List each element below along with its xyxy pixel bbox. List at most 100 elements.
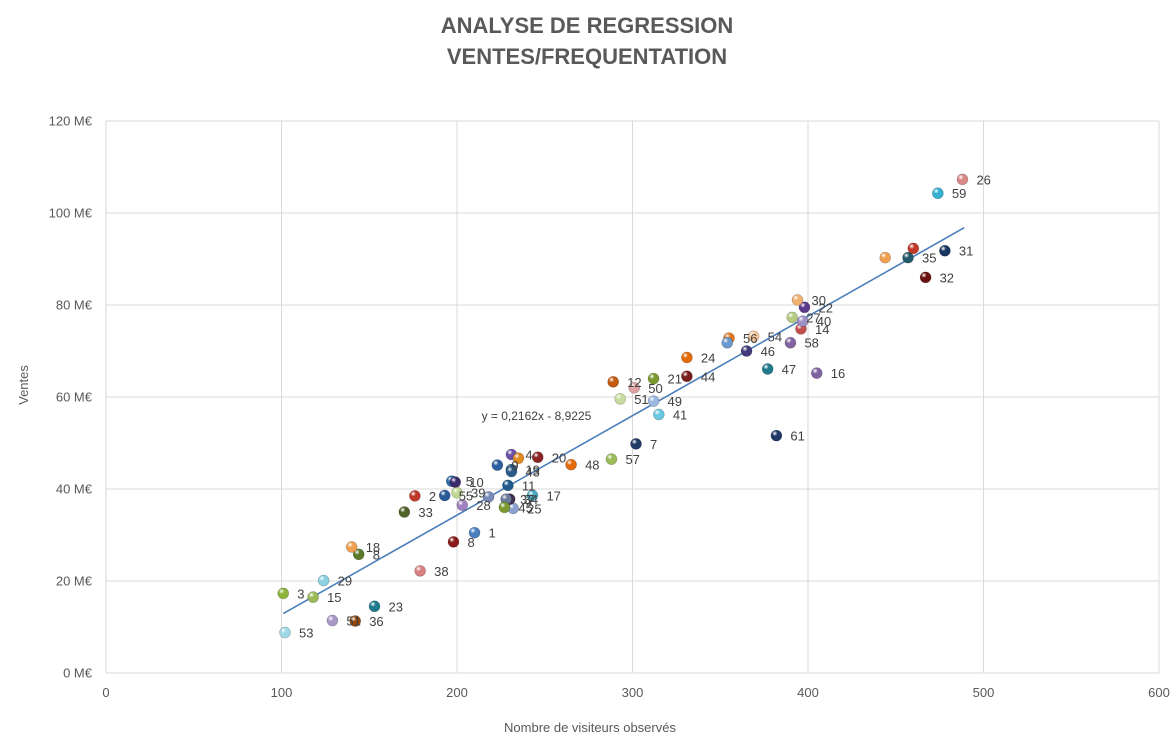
data-point [451, 486, 463, 499]
data-point [349, 615, 362, 627]
point-label: 26 [976, 172, 990, 187]
data-point [317, 574, 330, 587]
y-tick-label: 0 M€ [63, 666, 93, 681]
point-label: 28 [476, 498, 490, 513]
point-label: 48 [585, 458, 599, 473]
x-tick-label: 400 [797, 685, 819, 700]
trendline [282, 227, 965, 615]
data-point [326, 614, 339, 627]
data-point [919, 271, 932, 284]
point-label: 39 [471, 486, 485, 501]
point-label: 35 [922, 251, 936, 266]
data-point [345, 541, 358, 553]
data-point [628, 381, 641, 394]
point-label: 8 [373, 547, 380, 562]
x-axis-title: Nombre de visiteurs observés [504, 720, 676, 735]
data-point [721, 336, 734, 349]
data-point [879, 251, 892, 264]
point-label: 5 [466, 474, 473, 489]
point-label: 25 [527, 501, 541, 516]
data-point [438, 489, 451, 502]
x-tick-label: 600 [1148, 685, 1170, 700]
point-label: 20 [552, 450, 566, 465]
data-point [505, 465, 518, 478]
point-label: 10 [469, 475, 483, 490]
y-tick-label: 100 M€ [49, 206, 93, 221]
point-label: 38 [434, 564, 448, 579]
data-point [491, 459, 504, 471]
point-label: 12 [627, 375, 641, 390]
data-point [786, 311, 799, 324]
data-point [647, 372, 660, 385]
data-points [277, 173, 969, 639]
grid [105, 120, 1160, 674]
data-point [279, 626, 291, 639]
data-point [614, 393, 627, 405]
x-tick-label: 200 [446, 685, 468, 700]
data-point [398, 506, 411, 518]
point-label: 22 [818, 300, 832, 315]
point-label: 14 [815, 322, 829, 337]
x-tick-label: 300 [622, 685, 644, 700]
point-label: 15 [327, 590, 341, 605]
point-label: 56 [743, 331, 757, 346]
point-label: 53 [299, 626, 313, 641]
data-point [605, 453, 618, 465]
y-tick-label: 80 M€ [56, 298, 93, 313]
data-point [498, 501, 511, 514]
x-tick-label: 500 [973, 685, 995, 700]
data-point [414, 565, 426, 577]
point-label: 18 [366, 540, 380, 555]
y-tick-label: 60 M€ [56, 390, 93, 405]
data-point [502, 479, 514, 492]
data-point [456, 499, 469, 511]
point-label: 37 [520, 492, 534, 507]
point-label: 19 [525, 463, 539, 478]
point-label: 50 [648, 381, 662, 396]
point-label: 55 [459, 488, 473, 503]
point-label: 21 [668, 372, 682, 387]
point-label: 33 [418, 505, 432, 520]
point-label: 29 [338, 574, 352, 589]
point-label: 36 [369, 614, 383, 629]
point-label: 41 [673, 407, 687, 422]
point-label: 32 [940, 270, 954, 285]
data-point [607, 376, 619, 388]
data-point [810, 367, 823, 379]
point-label: 46 [761, 344, 775, 359]
data-point [681, 351, 693, 364]
data-point [907, 242, 920, 255]
point-label: 7 [650, 437, 657, 452]
point-label: 16 [831, 366, 845, 381]
data-point [761, 363, 774, 375]
data-point [277, 587, 290, 600]
point-label: 8 [467, 535, 474, 550]
point-label: 9 [511, 458, 518, 473]
data-point [512, 452, 525, 464]
data-point [368, 600, 381, 613]
point-label: 51 [634, 392, 648, 407]
data-point [791, 294, 804, 306]
trendline-group: y = 0,2162x - 8,9225 [282, 227, 965, 615]
trendline-equation: y = 0,2162x - 8,9225 [482, 409, 592, 423]
point-label: 1 [489, 526, 496, 541]
point-label: 4 [525, 448, 532, 463]
point-label: 54 [768, 329, 782, 344]
data-point [565, 458, 577, 471]
point-label: 47 [782, 362, 796, 377]
data-point [352, 548, 365, 561]
data-point [956, 173, 969, 186]
point-label: 23 [389, 599, 403, 614]
data-point [747, 330, 760, 343]
data-point [307, 591, 319, 603]
y-axis-title: Ventes [16, 365, 31, 405]
data-point [770, 429, 783, 442]
data-point [902, 251, 914, 264]
data-point [647, 395, 660, 407]
point-label: 44 [701, 369, 715, 384]
chart-subtitle: VENTES/FREQUENTATION [446, 44, 728, 69]
point-label: 17 [546, 488, 560, 503]
data-point [932, 187, 944, 200]
